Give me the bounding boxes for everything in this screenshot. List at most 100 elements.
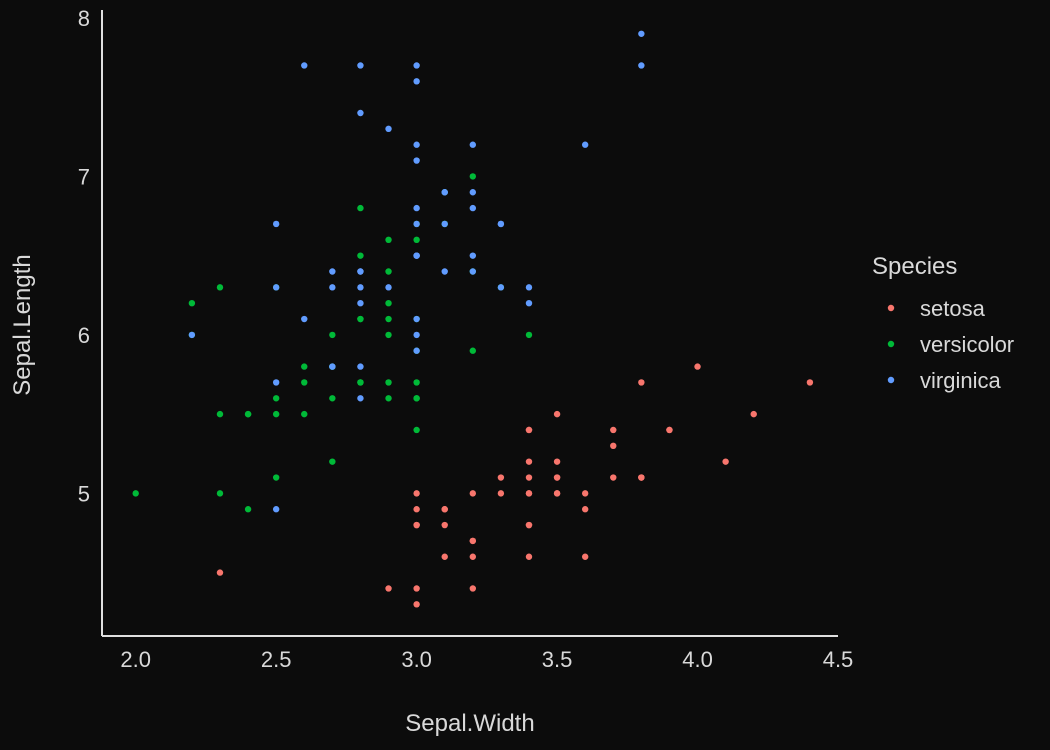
data-point-setosa: [553, 490, 561, 497]
data-point-versicolor: [385, 299, 392, 307]
data-point-versicolor: [357, 379, 364, 386]
legend-marker: [887, 376, 895, 384]
data-point-setosa: [750, 410, 757, 418]
y-tick-labels: 5 6 7 8: [78, 6, 90, 506]
data-point-virginica: [301, 315, 308, 323]
data-point-virginica: [441, 189, 448, 196]
data-point-setosa: [525, 474, 533, 481]
x-tick-labels: 2.0 2.5 3.0 3.5 4.0 4.5: [120, 647, 853, 672]
plot-area: 2.0 2.5 3.0 3.5 4.0 4.5 5 6 7 8: [78, 6, 854, 672]
data-point-versicolor: [385, 331, 392, 339]
data-point-versicolor: [301, 379, 308, 386]
data-point-setosa: [638, 379, 645, 386]
data-point-virginica: [638, 62, 645, 69]
data-point-setosa: [525, 490, 533, 497]
data-point-versicolor: [469, 173, 477, 180]
legend-marker: [887, 304, 895, 312]
data-point-setosa: [441, 506, 448, 513]
data-point-versicolor: [272, 474, 280, 481]
data-point-virginica: [413, 141, 420, 148]
data-point-setosa: [553, 458, 561, 465]
data-point-setosa: [413, 506, 420, 513]
data-point-setosa: [469, 585, 477, 592]
data-point-versicolor: [385, 268, 392, 275]
data-point-versicolor: [188, 299, 196, 307]
legend: Species setosa versicolor virginica: [872, 253, 1014, 393]
data-point-setosa: [610, 474, 617, 481]
data-point-virginica: [357, 62, 364, 69]
legend-marker: [887, 340, 895, 348]
y-tick-label: 5: [78, 481, 90, 506]
data-point-setosa: [806, 379, 814, 386]
data-point-versicolor: [244, 410, 252, 418]
data-point-setosa: [525, 521, 533, 529]
series-setosa: [216, 363, 814, 608]
data-point-setosa: [441, 553, 448, 560]
data-point-virginica: [357, 109, 364, 117]
data-point-virginica: [385, 284, 392, 291]
data-point-virginica: [272, 284, 280, 291]
data-point-versicolor: [272, 395, 280, 402]
data-point-versicolor: [413, 236, 420, 243]
x-tick-label: 3.5: [542, 647, 573, 672]
data-point-versicolor: [216, 490, 224, 497]
data-point-setosa: [497, 490, 505, 497]
data-point-setosa: [469, 553, 477, 560]
data-point-setosa: [553, 410, 561, 418]
data-point-virginica: [413, 78, 420, 85]
data-point-setosa: [610, 426, 617, 434]
data-point-versicolor: [329, 331, 336, 339]
data-point-virginica: [413, 220, 420, 228]
legend-item-virginica: virginica: [887, 368, 1001, 393]
x-tick-label: 4.5: [823, 647, 854, 672]
data-point-virginica: [413, 347, 420, 354]
y-tick-label: 7: [78, 164, 90, 189]
data-point-virginica: [357, 284, 364, 291]
data-point-virginica: [469, 252, 477, 259]
data-point-virginica: [581, 141, 589, 148]
y-tick-label: 8: [78, 6, 90, 31]
data-point-setosa: [441, 521, 448, 529]
data-point-virginica: [413, 204, 420, 212]
data-point-versicolor: [385, 236, 392, 243]
data-point-versicolor: [216, 410, 224, 418]
data-point-versicolor: [357, 252, 364, 259]
data-point-setosa: [581, 553, 589, 560]
data-point-versicolor: [525, 331, 533, 339]
data-point-setosa: [497, 474, 505, 481]
legend-label: setosa: [920, 296, 986, 321]
data-point-virginica: [413, 157, 420, 164]
legend-items: setosa versicolor virginica: [887, 296, 1014, 393]
data-point-versicolor: [385, 379, 392, 386]
data-point-virginica: [357, 299, 364, 307]
data-point-setosa: [469, 537, 477, 545]
legend-title: Species: [872, 253, 957, 280]
data-point-virginica: [413, 62, 420, 69]
points-layer: [132, 30, 814, 608]
data-point-virginica: [413, 315, 420, 323]
data-point-virginica: [525, 284, 533, 291]
data-point-setosa: [413, 490, 420, 497]
data-point-virginica: [497, 284, 505, 291]
y-axis-title: Sepal.Length: [9, 254, 36, 395]
data-point-versicolor: [469, 347, 477, 354]
data-point-virginica: [272, 220, 280, 228]
data-point-virginica: [469, 189, 477, 196]
series-virginica: [188, 30, 645, 513]
data-point-virginica: [329, 284, 336, 291]
data-point-virginica: [272, 506, 280, 513]
data-point-virginica: [301, 62, 308, 69]
data-point-versicolor: [385, 395, 392, 402]
x-tick-label: 4.0: [682, 647, 713, 672]
x-tick-label: 2.0: [120, 647, 151, 672]
data-point-virginica: [272, 379, 280, 386]
data-point-setosa: [581, 490, 589, 497]
data-point-setosa: [694, 363, 701, 370]
data-point-versicolor: [413, 395, 420, 402]
data-point-versicolor: [413, 379, 420, 386]
data-point-virginica: [357, 363, 364, 370]
data-point-virginica: [357, 268, 364, 275]
data-point-versicolor: [329, 458, 336, 465]
data-point-setosa: [638, 474, 645, 481]
